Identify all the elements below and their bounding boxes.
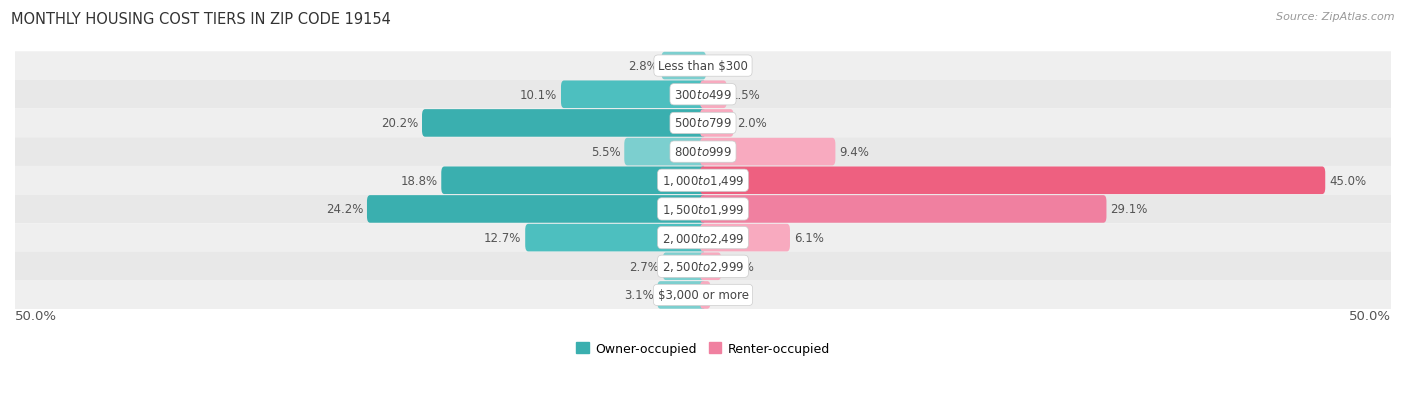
FancyBboxPatch shape (526, 224, 706, 252)
FancyBboxPatch shape (700, 167, 1326, 195)
FancyBboxPatch shape (657, 282, 706, 309)
FancyBboxPatch shape (700, 282, 710, 309)
Legend: Owner-occupied, Renter-occupied: Owner-occupied, Renter-occupied (571, 337, 835, 360)
FancyBboxPatch shape (624, 138, 706, 166)
FancyBboxPatch shape (15, 138, 1391, 166)
Text: 0.32%: 0.32% (714, 289, 751, 302)
Text: 29.1%: 29.1% (1111, 203, 1147, 216)
FancyBboxPatch shape (15, 109, 1391, 138)
FancyBboxPatch shape (367, 196, 706, 223)
FancyBboxPatch shape (700, 81, 727, 109)
Text: $800 to $999: $800 to $999 (673, 146, 733, 159)
Text: $300 to $499: $300 to $499 (673, 88, 733, 102)
Text: 10.1%: 10.1% (520, 88, 557, 102)
FancyBboxPatch shape (15, 224, 1391, 252)
Text: 2.0%: 2.0% (737, 117, 768, 130)
Text: Less than $300: Less than $300 (658, 60, 748, 73)
FancyBboxPatch shape (661, 53, 706, 80)
Text: 1.1%: 1.1% (725, 260, 755, 273)
Text: $3,000 or more: $3,000 or more (658, 289, 748, 302)
Text: $500 to $799: $500 to $799 (673, 117, 733, 130)
Text: MONTHLY HOUSING COST TIERS IN ZIP CODE 19154: MONTHLY HOUSING COST TIERS IN ZIP CODE 1… (11, 12, 391, 27)
Text: $1,000 to $1,499: $1,000 to $1,499 (662, 174, 744, 188)
Text: 0.0%: 0.0% (710, 60, 740, 73)
FancyBboxPatch shape (15, 81, 1391, 109)
Text: 6.1%: 6.1% (794, 232, 824, 244)
Text: 1.5%: 1.5% (731, 88, 761, 102)
Text: 2.8%: 2.8% (628, 60, 658, 73)
Text: 12.7%: 12.7% (484, 232, 522, 244)
Text: $2,500 to $2,999: $2,500 to $2,999 (662, 260, 744, 274)
Text: $1,500 to $1,999: $1,500 to $1,999 (662, 202, 744, 216)
FancyBboxPatch shape (15, 166, 1391, 195)
Text: 45.0%: 45.0% (1329, 174, 1367, 188)
FancyBboxPatch shape (561, 81, 706, 109)
FancyBboxPatch shape (15, 195, 1391, 224)
FancyBboxPatch shape (662, 253, 706, 280)
Text: 2.7%: 2.7% (628, 260, 659, 273)
Text: 50.0%: 50.0% (1348, 309, 1391, 323)
FancyBboxPatch shape (700, 138, 835, 166)
FancyBboxPatch shape (422, 110, 706, 138)
Text: 9.4%: 9.4% (839, 146, 869, 159)
Text: 3.1%: 3.1% (624, 289, 654, 302)
FancyBboxPatch shape (700, 196, 1107, 223)
Text: 50.0%: 50.0% (15, 309, 58, 323)
Text: 20.2%: 20.2% (381, 117, 418, 130)
FancyBboxPatch shape (15, 52, 1391, 81)
Text: Source: ZipAtlas.com: Source: ZipAtlas.com (1277, 12, 1395, 22)
FancyBboxPatch shape (700, 110, 734, 138)
Text: 18.8%: 18.8% (401, 174, 437, 188)
Text: 24.2%: 24.2% (326, 203, 363, 216)
FancyBboxPatch shape (15, 252, 1391, 281)
FancyBboxPatch shape (15, 281, 1391, 309)
Text: 5.5%: 5.5% (591, 146, 620, 159)
FancyBboxPatch shape (441, 167, 706, 195)
Text: $2,000 to $2,499: $2,000 to $2,499 (662, 231, 744, 245)
FancyBboxPatch shape (700, 224, 790, 252)
FancyBboxPatch shape (700, 253, 721, 280)
